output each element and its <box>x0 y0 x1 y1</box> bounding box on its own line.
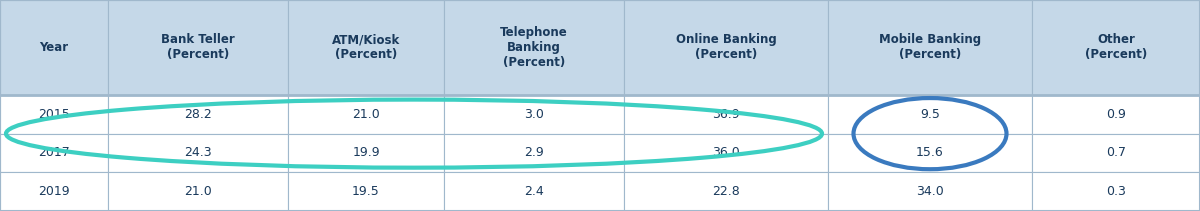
FancyBboxPatch shape <box>288 0 444 95</box>
Text: 0.9: 0.9 <box>1106 108 1126 121</box>
FancyBboxPatch shape <box>0 0 108 95</box>
FancyBboxPatch shape <box>828 172 1032 211</box>
FancyBboxPatch shape <box>624 172 828 211</box>
FancyBboxPatch shape <box>444 172 624 211</box>
Text: Online Banking
(Percent): Online Banking (Percent) <box>676 34 776 61</box>
Text: 19.9: 19.9 <box>352 146 380 160</box>
FancyBboxPatch shape <box>288 134 444 172</box>
Text: 28.2: 28.2 <box>184 108 212 121</box>
Text: 9.5: 9.5 <box>920 108 940 121</box>
Text: 34.0: 34.0 <box>916 185 944 198</box>
FancyBboxPatch shape <box>108 95 288 134</box>
Text: 0.7: 0.7 <box>1106 146 1126 160</box>
Text: 15.6: 15.6 <box>916 146 944 160</box>
Text: Mobile Banking
(Percent): Mobile Banking (Percent) <box>878 34 982 61</box>
FancyBboxPatch shape <box>0 172 108 211</box>
FancyBboxPatch shape <box>0 134 108 172</box>
Text: Telephone
Banking
(Percent): Telephone Banking (Percent) <box>500 26 568 69</box>
Text: 2015: 2015 <box>38 108 70 121</box>
Text: 21.0: 21.0 <box>352 108 380 121</box>
FancyBboxPatch shape <box>1032 134 1200 172</box>
Text: 24.3: 24.3 <box>184 146 212 160</box>
Text: Other
(Percent): Other (Percent) <box>1085 34 1147 61</box>
FancyBboxPatch shape <box>444 134 624 172</box>
Text: 19.5: 19.5 <box>352 185 380 198</box>
FancyBboxPatch shape <box>828 95 1032 134</box>
Text: 2017: 2017 <box>38 146 70 160</box>
Text: 3.0: 3.0 <box>524 108 544 121</box>
FancyBboxPatch shape <box>624 0 828 95</box>
FancyBboxPatch shape <box>828 134 1032 172</box>
FancyBboxPatch shape <box>624 95 828 134</box>
Text: 36.0: 36.0 <box>712 146 740 160</box>
FancyBboxPatch shape <box>624 134 828 172</box>
Text: Year: Year <box>40 41 68 54</box>
Text: 2.4: 2.4 <box>524 185 544 198</box>
FancyBboxPatch shape <box>444 95 624 134</box>
Text: Bank Teller
(Percent): Bank Teller (Percent) <box>161 34 235 61</box>
FancyBboxPatch shape <box>1032 95 1200 134</box>
FancyBboxPatch shape <box>108 0 288 95</box>
Text: 36.9: 36.9 <box>712 108 740 121</box>
FancyBboxPatch shape <box>108 134 288 172</box>
Text: 0.3: 0.3 <box>1106 185 1126 198</box>
FancyBboxPatch shape <box>1032 172 1200 211</box>
FancyBboxPatch shape <box>108 172 288 211</box>
FancyBboxPatch shape <box>288 95 444 134</box>
FancyBboxPatch shape <box>1032 0 1200 95</box>
Text: 2019: 2019 <box>38 185 70 198</box>
FancyBboxPatch shape <box>444 0 624 95</box>
Text: ATM/Kiosk
(Percent): ATM/Kiosk (Percent) <box>332 34 400 61</box>
Text: 2.9: 2.9 <box>524 146 544 160</box>
Text: 21.0: 21.0 <box>184 185 212 198</box>
FancyBboxPatch shape <box>0 95 108 134</box>
FancyBboxPatch shape <box>288 172 444 211</box>
FancyBboxPatch shape <box>828 0 1032 95</box>
Text: 22.8: 22.8 <box>712 185 740 198</box>
